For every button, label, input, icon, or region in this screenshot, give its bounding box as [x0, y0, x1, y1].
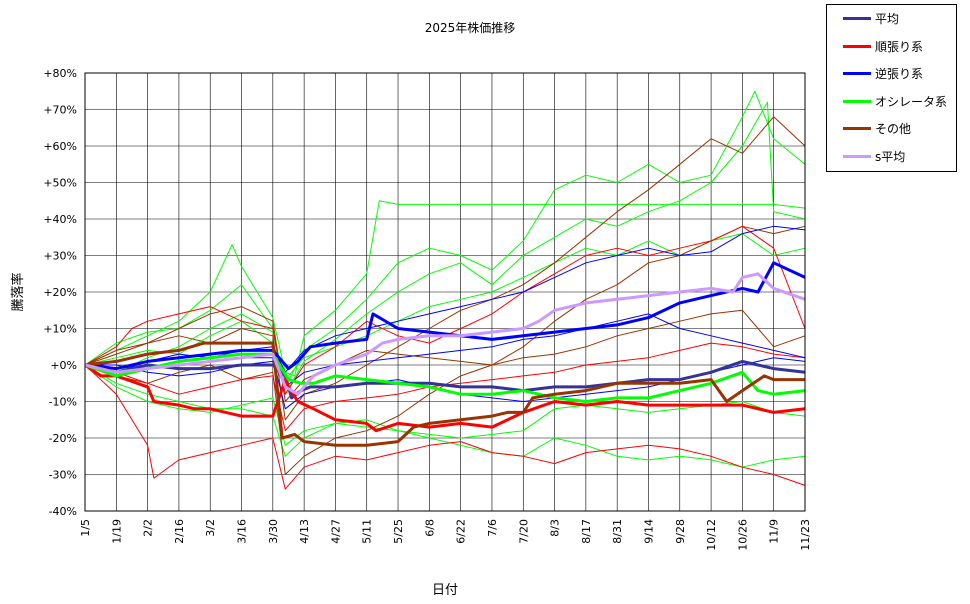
legend-swatch: [843, 17, 871, 20]
legend-swatch: [843, 44, 871, 48]
series-line-2: [84, 363, 806, 433]
legend: 平均順張り系逆張り系オシレータ系 その他 s平均: [826, 4, 957, 172]
x-tick-label: 4/13: [298, 519, 311, 544]
series-line-5: [84, 341, 805, 447]
x-tick-label: 8/17: [580, 519, 593, 544]
series-line-4: [84, 352, 806, 403]
x-tick-label: 8/31: [611, 519, 624, 544]
x-tick-label: 9/28: [674, 519, 687, 544]
legend-label: s平均: [875, 149, 906, 164]
legend-swatch: [843, 127, 871, 130]
x-tick-label: 5/25: [392, 519, 405, 544]
individual-stock-line: [84, 364, 806, 468]
y-tick-label: -10%: [49, 396, 77, 409]
y-axis-label: 騰落率: [10, 272, 26, 311]
x-tick-labels: 1/5 1/19 2/2 2/16 3/2 3/16 3/30 4/13 4/27 5/11 5/2…: [79, 519, 812, 551]
x-tick-label: 11/9: [768, 519, 781, 544]
y-tick-label: +70%: [43, 104, 77, 117]
legend-swatch: [843, 99, 871, 103]
x-tick-label: 7/20: [517, 519, 530, 544]
legend-item: 平均: [827, 11, 956, 27]
x-tick-label: 3/16: [236, 519, 249, 544]
x-tick-label: 1/5: [79, 519, 92, 537]
x-tick-label: 6/22: [455, 519, 468, 544]
legend-item: s平均: [827, 149, 956, 165]
legend-item: その他: [827, 121, 956, 137]
y-tick-label: +30%: [43, 250, 77, 263]
y-tick-label: +20%: [43, 286, 77, 299]
legend-item: 逆張り系: [827, 66, 956, 82]
individual-stock-line: [84, 200, 806, 377]
series-line-6: [84, 272, 806, 396]
individual-stock-line: [84, 225, 806, 395]
individual-stock-line: [85, 313, 806, 388]
plot-frame: [84, 72, 806, 512]
legend-swatch: [843, 154, 871, 158]
y-tick-label: -30%: [49, 469, 77, 482]
legend-label: 順張り系: [875, 39, 924, 54]
x-axis-label: 日付: [432, 583, 458, 598]
y-tick-label: -40%: [49, 505, 77, 518]
x-tick-label: 11/23: [799, 519, 812, 551]
x-tick-label: 5/11: [361, 519, 374, 544]
x-tick-label: 10/12: [705, 519, 718, 551]
x-tick-label: 7/6: [486, 519, 499, 537]
y-tick-label: +80%: [43, 67, 77, 80]
x-tick-label: 2/16: [173, 519, 186, 544]
y-tick-label: +50%: [43, 177, 77, 190]
y-tick-label: +60%: [43, 140, 77, 153]
legend-label: 逆張り系: [875, 67, 924, 81]
chart-title: 2025年株価推移: [425, 20, 516, 35]
series-line-1: [84, 359, 806, 400]
x-tick-label: 3/2: [204, 519, 217, 537]
individual-stock-line: [84, 306, 806, 402]
x-tick-label: 10/26: [736, 519, 749, 551]
legend-swatch: [843, 72, 871, 75]
y-tick-labels: -40% -30% -20% -10% +0% +10% +20% +30% +40% +50% +…: [43, 67, 77, 518]
y-tick-label: +0%: [50, 359, 77, 372]
x-tick-label: 9/14: [642, 519, 655, 544]
x-tick-label: 1/19: [110, 519, 123, 544]
legend-item: 順張り系: [827, 39, 956, 55]
y-tick-label: -20%: [49, 432, 77, 445]
x-tick-label: 4/27: [329, 519, 342, 544]
y-tick-label: +10%: [43, 323, 77, 336]
series-lines: [84, 90, 806, 490]
series-line-3: [84, 261, 806, 371]
legend-label: その他: [875, 122, 912, 136]
individual-stock-line: [84, 101, 806, 395]
y-tick-label: +40%: [43, 213, 77, 226]
legend-label: オシレータ系: [875, 94, 948, 109]
x-tick-label: 2/2: [142, 519, 155, 537]
legend-item: オシレータ系: [827, 94, 956, 110]
individual-stock-line: [84, 90, 806, 388]
x-tick-label: 6/8: [423, 519, 436, 537]
x-tick-label: 8/3: [549, 519, 562, 537]
legend-label: 平均: [875, 12, 900, 26]
x-tick-label: 3/30: [267, 519, 280, 544]
individual-stock-line: [84, 364, 806, 490]
